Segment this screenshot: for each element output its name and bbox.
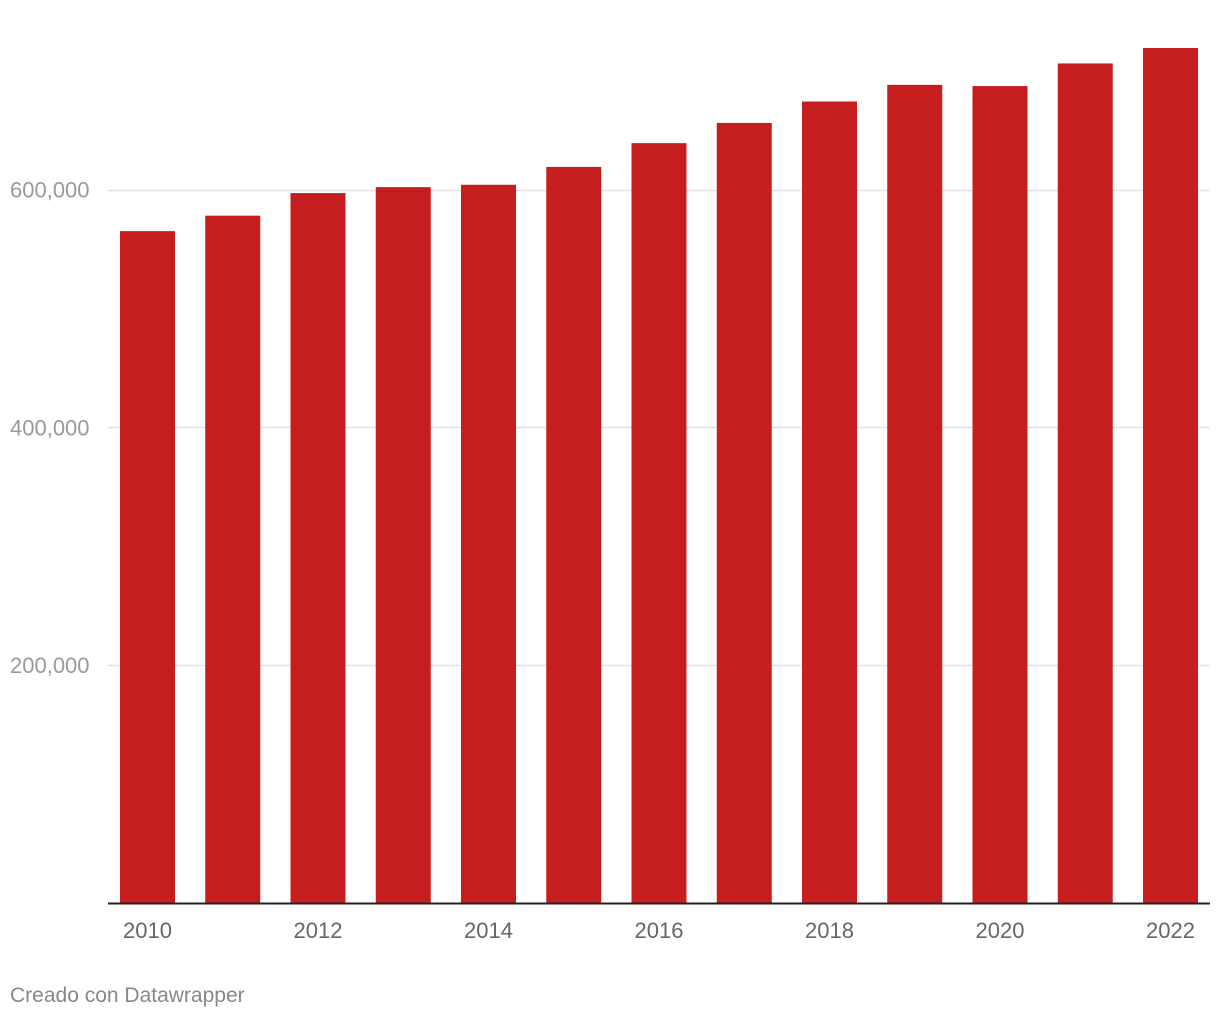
bar-2022 [1143,48,1198,903]
bar-2013 [375,187,431,903]
y-tick-label: 600,000 [10,178,90,203]
chart-credit: Creado con Datawrapper [10,984,245,1007]
bar-2011 [205,215,261,903]
x-tick-label: 2014 [464,918,513,943]
bars [120,48,1198,904]
bar-2010 [120,231,175,904]
y-axis-tick-labels: 200,000 400,000 600,000 [10,178,90,679]
bar-2016 [631,143,687,903]
bar-2021 [1057,63,1113,903]
bar-2015 [546,166,602,903]
bar-2018 [802,101,857,903]
bar-2017 [716,122,772,903]
y-tick-label: 200,000 [10,653,90,678]
x-axis-tick-labels: 2010 2012 2014 2016 2018 2020 2022 [123,918,1195,943]
bar-2020 [972,86,1028,903]
bar-2012 [290,193,346,904]
bar-2019 [887,84,943,903]
x-tick-label: 2016 [635,918,684,943]
y-tick-label: 400,000 [10,415,90,440]
bar-2014 [461,184,516,903]
x-tick-label: 2018 [805,918,854,943]
x-tick-label: 2022 [1146,918,1195,943]
x-tick-label: 2020 [976,918,1025,943]
x-tick-label: 2012 [294,918,343,943]
x-tick-label: 2010 [123,918,172,943]
